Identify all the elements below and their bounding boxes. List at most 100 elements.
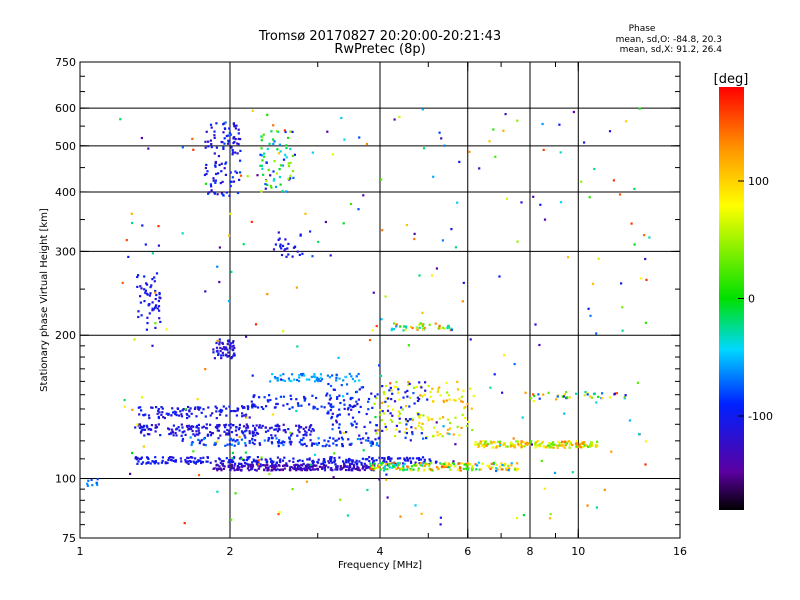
data-point <box>625 120 628 123</box>
data-point <box>373 402 376 405</box>
data-point <box>195 460 199 463</box>
data-point <box>558 444 561 447</box>
data-point <box>339 466 342 469</box>
data-point <box>201 426 204 429</box>
data-point <box>210 189 213 192</box>
data-point <box>234 151 237 154</box>
data-point <box>645 440 648 443</box>
data-point <box>375 432 378 435</box>
data-point <box>198 432 201 435</box>
data-point <box>227 139 230 142</box>
data-point <box>213 136 216 139</box>
data-point <box>644 257 647 261</box>
data-point <box>161 411 164 414</box>
data-point <box>293 466 297 469</box>
data-point <box>349 398 352 401</box>
data-point <box>548 517 552 520</box>
data-point <box>231 356 234 359</box>
data-point <box>302 427 305 430</box>
data-point <box>336 465 339 468</box>
data-point <box>352 467 355 470</box>
data-point <box>252 424 255 427</box>
data-point <box>225 423 228 426</box>
data-point <box>359 438 362 441</box>
data-point <box>256 174 259 177</box>
data-point <box>269 184 272 187</box>
data-point <box>588 445 591 448</box>
data-point <box>422 328 425 331</box>
data-point <box>148 433 151 436</box>
data-point <box>260 139 263 142</box>
data-point <box>462 281 465 284</box>
data-point <box>216 490 219 493</box>
data-point <box>281 440 284 443</box>
data-point <box>425 437 428 440</box>
data-point <box>200 439 203 442</box>
data-point <box>441 326 444 329</box>
data-point <box>280 253 284 257</box>
data-point <box>342 399 346 402</box>
data-point <box>296 345 299 348</box>
data-point <box>301 459 304 462</box>
data-point <box>209 414 212 417</box>
data-point <box>416 328 419 331</box>
data-point <box>402 466 405 469</box>
data-point <box>238 423 241 426</box>
data-point <box>172 411 175 414</box>
data-point <box>389 386 392 389</box>
data-point <box>245 429 248 432</box>
data-point <box>360 463 363 466</box>
data-point <box>355 400 358 403</box>
data-point <box>441 465 444 468</box>
data-point <box>610 450 613 453</box>
data-point <box>235 433 238 437</box>
data-point <box>410 465 413 468</box>
data-point <box>520 440 523 443</box>
data-point <box>237 468 240 471</box>
data-point <box>192 450 195 453</box>
data-point <box>468 463 471 466</box>
data-point <box>441 416 445 419</box>
data-point <box>153 462 156 465</box>
data-point <box>272 179 275 182</box>
data-point <box>303 467 306 470</box>
data-point <box>491 446 494 449</box>
data-point <box>447 394 451 397</box>
data-point <box>260 154 263 157</box>
data-point <box>179 410 182 413</box>
data-point <box>612 179 615 182</box>
data-point <box>246 467 249 470</box>
data-point <box>378 413 381 416</box>
data-point <box>263 439 266 442</box>
data-point <box>358 469 361 472</box>
data-point <box>155 304 158 307</box>
data-point <box>391 462 394 465</box>
data-point <box>274 424 277 427</box>
data-point <box>311 428 314 431</box>
data-point <box>428 417 431 420</box>
data-point <box>361 457 364 460</box>
data-point <box>227 432 230 435</box>
data-point <box>495 446 498 449</box>
data-point <box>434 322 437 325</box>
data-point <box>420 386 423 389</box>
data-point <box>380 318 383 321</box>
data-point <box>413 463 416 467</box>
data-point <box>136 462 139 465</box>
data-point <box>279 374 282 377</box>
data-point <box>542 393 545 396</box>
data-point <box>226 142 230 145</box>
data-point <box>276 376 279 380</box>
data-point <box>289 161 292 164</box>
data-point <box>417 469 420 472</box>
data-point <box>146 426 149 429</box>
data-point <box>233 352 236 355</box>
data-point <box>276 468 279 471</box>
data-point <box>408 405 411 408</box>
data-point <box>417 415 421 418</box>
data-point <box>238 426 241 429</box>
data-point <box>372 465 375 468</box>
data-point <box>459 466 462 469</box>
data-point <box>291 154 294 158</box>
data-point <box>192 425 195 428</box>
